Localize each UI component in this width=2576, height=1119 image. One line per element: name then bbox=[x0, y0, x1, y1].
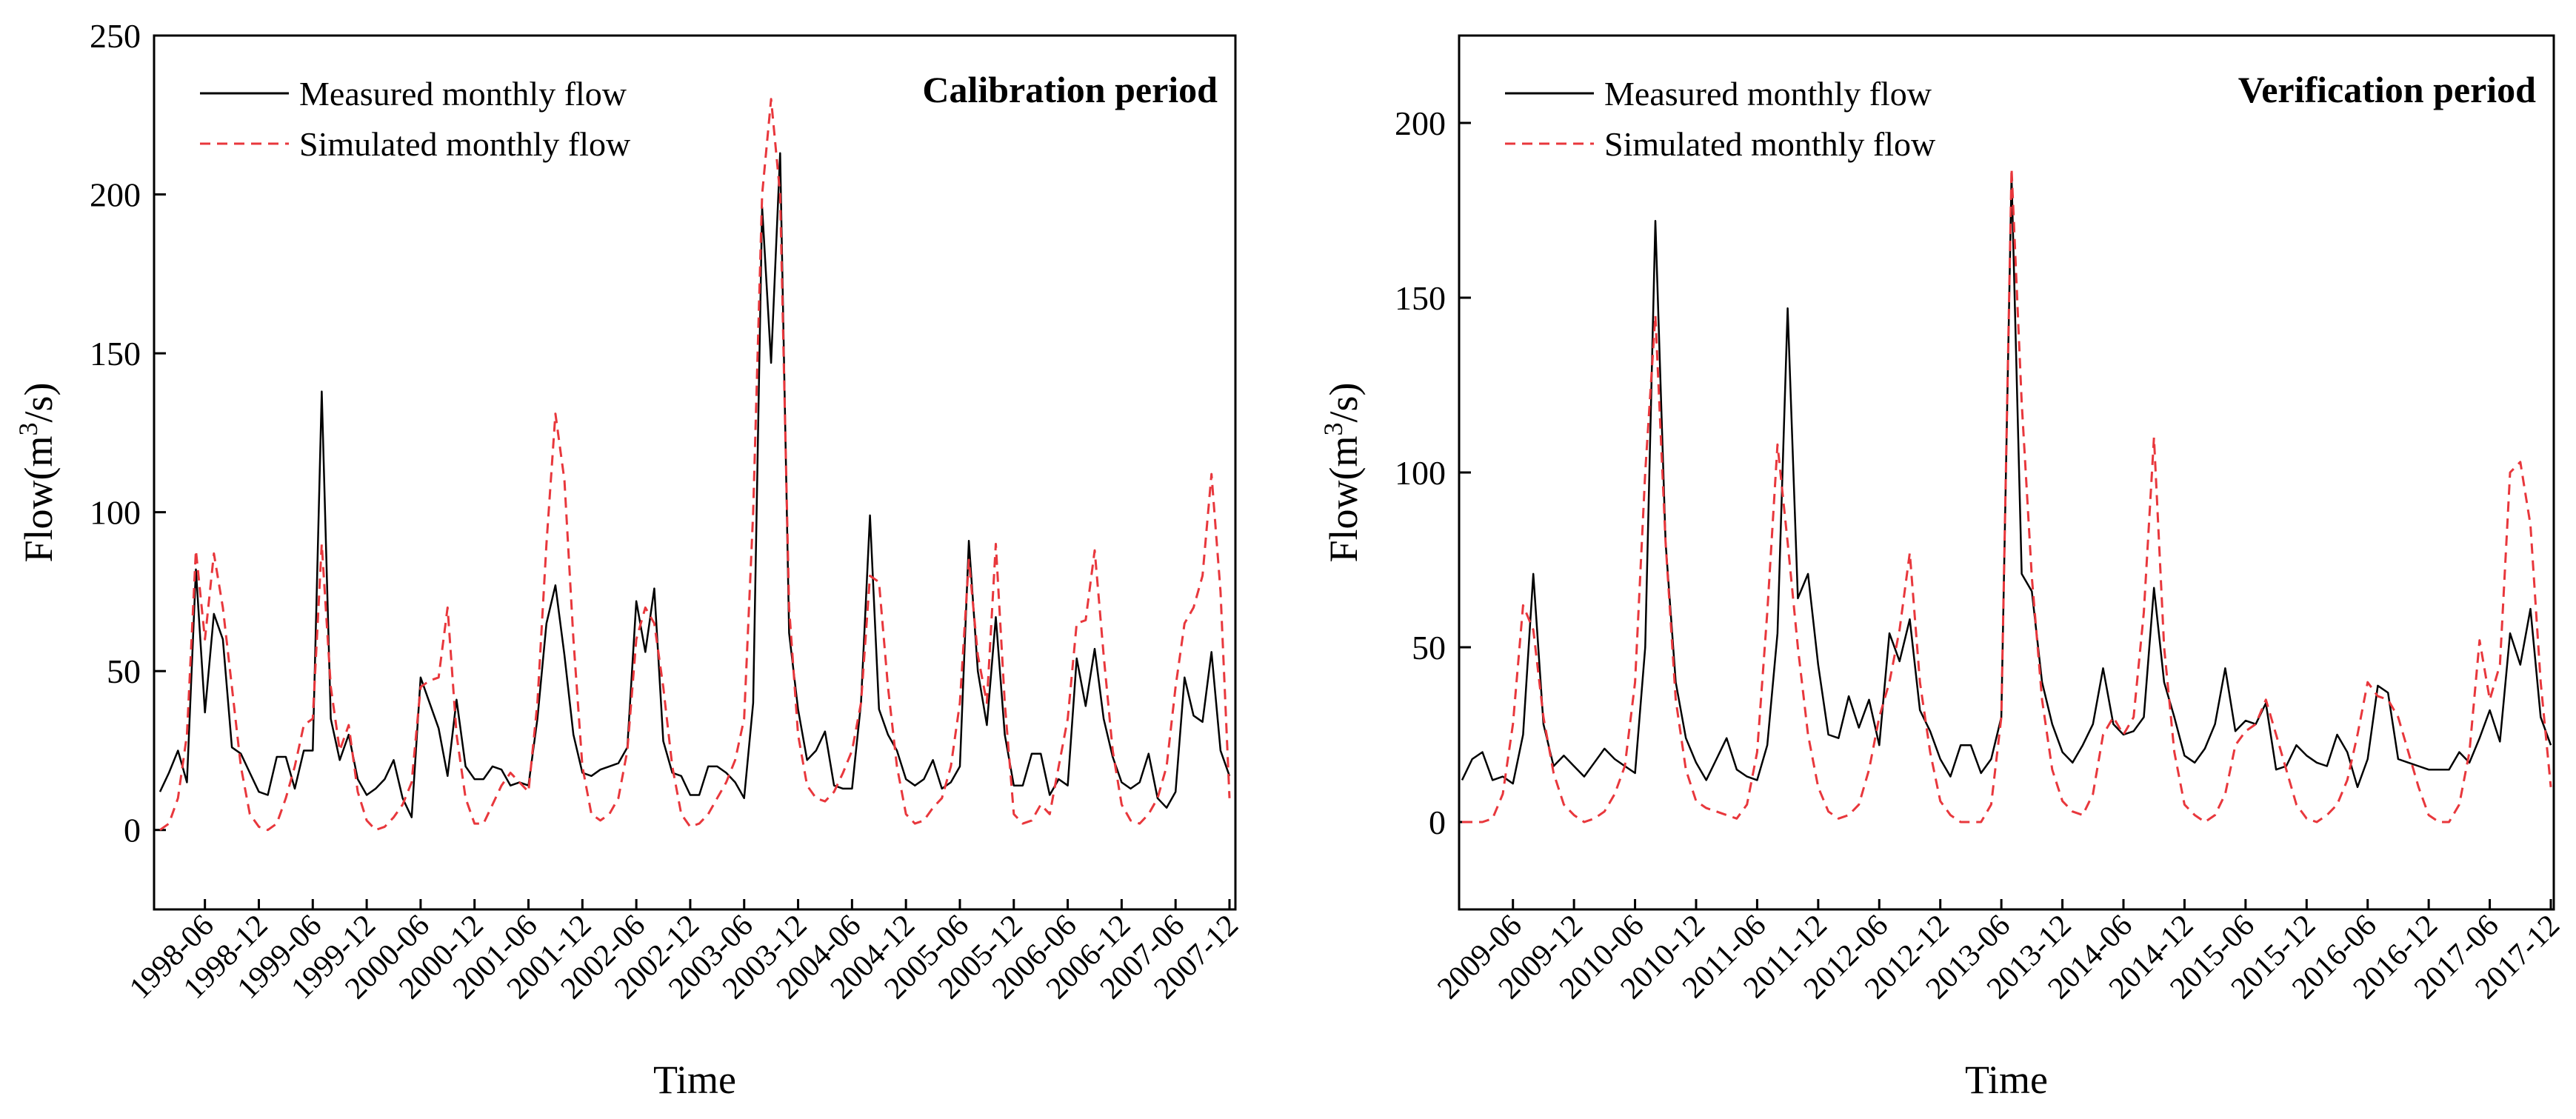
y-axis-title-superscript: 3 bbox=[1318, 422, 1348, 435]
y-tick-label: 150 bbox=[1395, 279, 1446, 317]
y-axis-title-unit: /s) bbox=[16, 382, 61, 422]
y-axis-title: Flow(m3/s) bbox=[1318, 382, 1366, 562]
legend-measured-label: Measured monthly flow bbox=[1604, 75, 1932, 113]
period-annotation: Verification period bbox=[2238, 69, 2536, 110]
x-axis-title: Time bbox=[1965, 1058, 2048, 1102]
y-tick-label: 100 bbox=[1395, 454, 1446, 492]
y-tick-label: 250 bbox=[90, 17, 141, 55]
y-axis-title: Flow(m3/s) bbox=[13, 382, 61, 562]
legend-simulated-label: Simulated monthly flow bbox=[299, 125, 631, 163]
plot-frame bbox=[153, 34, 1237, 911]
simulated-flow-line bbox=[159, 98, 1231, 832]
y-axis-title-unit: /s) bbox=[1321, 382, 1366, 422]
x-axis-title: Time bbox=[653, 1058, 736, 1102]
period-annotation: Calibration period bbox=[922, 69, 1218, 110]
y-tick-label: 200 bbox=[1395, 104, 1446, 142]
y-tick-label: 50 bbox=[1412, 629, 1446, 667]
y-tick-label: 150 bbox=[90, 335, 141, 373]
y-axis-title-text: Flow(m bbox=[1321, 435, 1366, 562]
measured-flow-line bbox=[159, 152, 1231, 818]
legend-simulated-label: Simulated monthly flow bbox=[1604, 125, 1936, 163]
y-tick-label: 100 bbox=[90, 494, 141, 532]
calibration-chart-panel: 0501001502002501998-061998-121999-061999… bbox=[13, 17, 1245, 1102]
legend-measured-label: Measured monthly flow bbox=[299, 75, 627, 113]
y-tick-label: 200 bbox=[90, 176, 141, 214]
y-axis-title-text: Flow(m bbox=[16, 435, 61, 562]
simulated-flow-line bbox=[1462, 167, 2552, 824]
y-tick-label: 0 bbox=[124, 812, 141, 849]
y-tick-label: 0 bbox=[1429, 804, 1446, 841]
y-axis-title-superscript: 3 bbox=[13, 422, 43, 435]
y-tick-label: 50 bbox=[107, 652, 141, 690]
verification-chart-panel: 0501001502002009-062009-122010-062010-12… bbox=[1318, 34, 2566, 1102]
